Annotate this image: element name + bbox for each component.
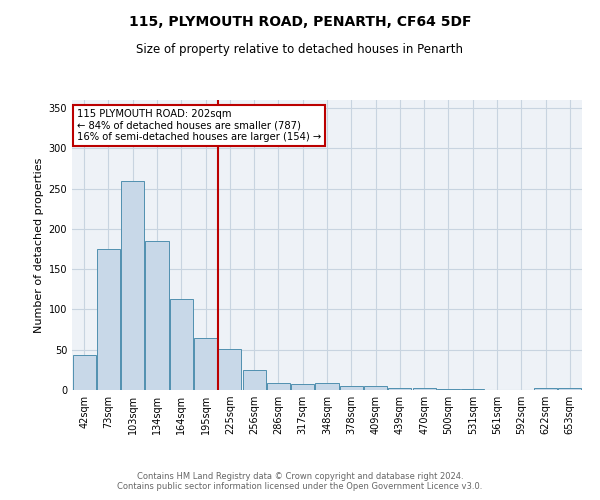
Bar <box>437 389 460 390</box>
Bar <box>534 388 557 390</box>
Bar <box>388 388 412 390</box>
Bar <box>559 388 581 390</box>
Bar <box>242 370 266 390</box>
Bar <box>340 386 363 390</box>
Text: Contains HM Land Registry data © Crown copyright and database right 2024.: Contains HM Land Registry data © Crown c… <box>137 472 463 481</box>
Text: Contains public sector information licensed under the Open Government Licence v3: Contains public sector information licen… <box>118 482 482 491</box>
Bar <box>97 249 120 390</box>
Y-axis label: Number of detached properties: Number of detached properties <box>34 158 44 332</box>
Bar <box>73 356 95 390</box>
Bar <box>121 180 144 390</box>
Bar <box>316 383 338 390</box>
Bar <box>170 299 193 390</box>
Bar <box>364 386 387 390</box>
Bar <box>461 389 484 390</box>
Text: 115, PLYMOUTH ROAD, PENARTH, CF64 5DF: 115, PLYMOUTH ROAD, PENARTH, CF64 5DF <box>129 15 471 29</box>
Bar <box>267 383 290 390</box>
Bar <box>145 241 169 390</box>
Bar <box>413 388 436 390</box>
Text: Size of property relative to detached houses in Penarth: Size of property relative to detached ho… <box>137 42 464 56</box>
Bar <box>194 338 217 390</box>
Text: 115 PLYMOUTH ROAD: 202sqm
← 84% of detached houses are smaller (787)
16% of semi: 115 PLYMOUTH ROAD: 202sqm ← 84% of detac… <box>77 108 322 142</box>
Bar <box>218 349 241 390</box>
Bar <box>291 384 314 390</box>
